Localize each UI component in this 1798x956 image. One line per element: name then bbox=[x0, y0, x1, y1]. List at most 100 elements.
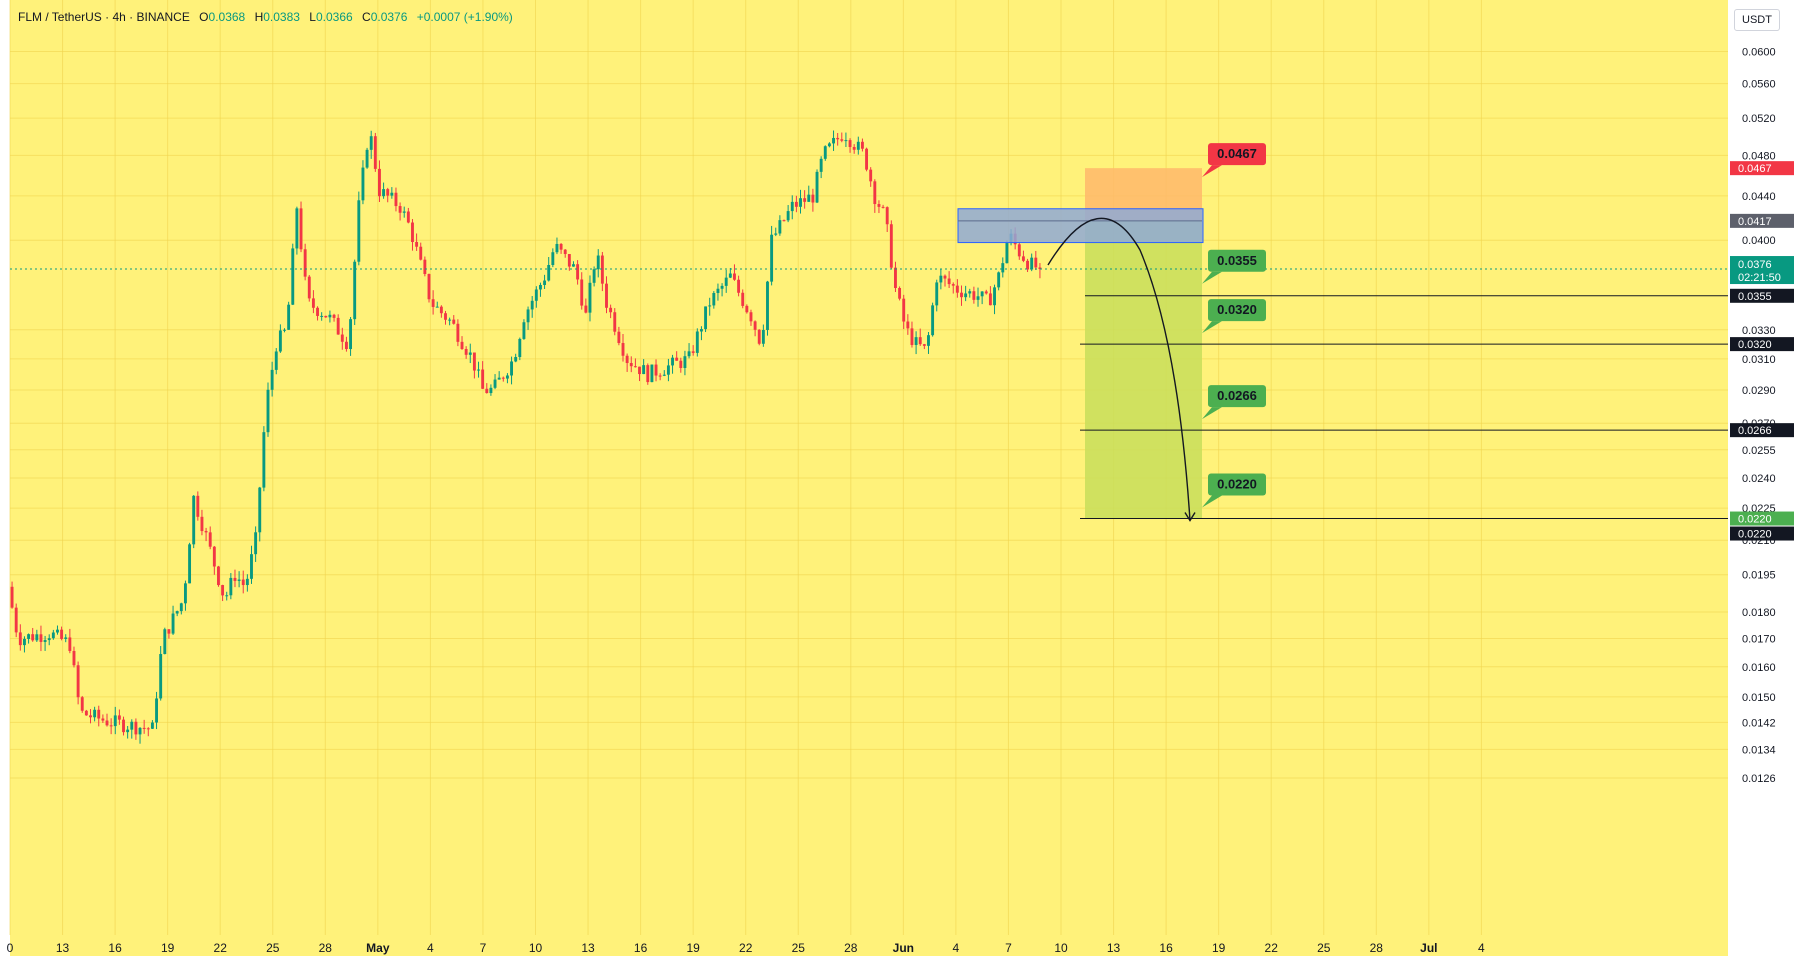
candle-body bbox=[122, 719, 125, 733]
callout-pointer bbox=[1202, 165, 1222, 178]
candle-body bbox=[349, 319, 353, 350]
callout-text: 0.0220 bbox=[1217, 477, 1257, 492]
candle-body bbox=[716, 288, 720, 294]
candle-body bbox=[609, 307, 613, 313]
time-tick-label: 13 bbox=[1107, 941, 1121, 955]
candle-body bbox=[254, 532, 258, 555]
candle-body bbox=[836, 137, 840, 140]
callout-box bbox=[1208, 143, 1266, 166]
candle-body bbox=[699, 329, 703, 332]
price-tick-label: 0.0134 bbox=[1742, 744, 1776, 756]
candle-body bbox=[844, 140, 848, 142]
target-price-label: 0.0266 bbox=[1730, 423, 1794, 438]
time-tick-label: 28 bbox=[319, 941, 333, 955]
candle-body bbox=[894, 267, 897, 288]
drawing-overlays: 0.0467 0.0355 0.0320 0.0266 0.0220 bbox=[10, 143, 1728, 522]
candle-body bbox=[947, 278, 951, 285]
candle-body bbox=[105, 720, 109, 726]
candle-body bbox=[150, 722, 154, 729]
candle-body bbox=[642, 365, 646, 375]
candle-body bbox=[683, 356, 687, 368]
candle-body bbox=[237, 579, 241, 581]
price-tick-label: 0.0240 bbox=[1742, 473, 1776, 485]
time-tick-label: 16 bbox=[108, 941, 122, 955]
candle-body bbox=[675, 357, 679, 361]
candle-body bbox=[741, 292, 745, 306]
stop-price-label: 0.0467 bbox=[1730, 161, 1794, 176]
candle-body bbox=[534, 289, 538, 301]
time-tick-label: 28 bbox=[1370, 941, 1384, 955]
price-tick-label: 0.0440 bbox=[1742, 191, 1776, 203]
candle-body bbox=[142, 727, 146, 729]
time-tick-label: 4 bbox=[427, 941, 434, 955]
callout-text: 0.0467 bbox=[1217, 146, 1257, 161]
candle-body bbox=[64, 637, 68, 639]
candle-body bbox=[225, 595, 229, 597]
candle-body bbox=[745, 305, 749, 313]
time-tick-label: Jun bbox=[893, 941, 914, 955]
price-axis[interactable]: 0.0600 0.0560 0.0520 0.0480 0.0440 0.0400 0.03… bbox=[1730, 46, 1794, 785]
candle-body bbox=[196, 495, 200, 517]
candle-body bbox=[778, 220, 782, 234]
currency-unit-button[interactable]: USDT bbox=[1734, 9, 1780, 31]
candle-body bbox=[687, 351, 691, 357]
target-price-label: 0.0355 bbox=[1730, 288, 1794, 303]
candle-body bbox=[373, 136, 377, 169]
time-axis[interactable]: 0 13 16 19 22 25 28 May 4 7 10 13 16 19 22 25 28 Jun 4 7 10 1… bbox=[7, 941, 1485, 955]
candle-body bbox=[221, 585, 225, 596]
candle-body bbox=[567, 254, 571, 267]
time-tick-label: 7 bbox=[1005, 941, 1012, 955]
open-label: O bbox=[199, 10, 209, 24]
candle-body bbox=[906, 321, 910, 329]
candle-body bbox=[753, 321, 757, 330]
candle-body bbox=[679, 360, 683, 368]
axis-label-text: 0.0266 bbox=[1738, 425, 1772, 437]
time-tick-label: 28 bbox=[844, 941, 858, 955]
candle-body bbox=[406, 211, 410, 223]
candle-body bbox=[819, 158, 823, 172]
candle-body bbox=[217, 566, 220, 586]
candle-body bbox=[1005, 243, 1009, 264]
candle-body bbox=[737, 279, 741, 293]
candle-body bbox=[159, 654, 163, 699]
candle-body bbox=[324, 315, 328, 318]
axis-label-text: 0.0417 bbox=[1738, 216, 1772, 228]
close-label: C bbox=[362, 10, 371, 24]
candle-body bbox=[749, 312, 753, 322]
candle-body bbox=[175, 611, 179, 614]
symbol-title: FLM / TetherUS · 4h · BINANCE bbox=[18, 10, 190, 24]
target-price-label: 0.0320 bbox=[1730, 337, 1794, 352]
candle-body bbox=[365, 149, 369, 168]
candle-body bbox=[394, 192, 398, 207]
candle-body bbox=[980, 291, 984, 297]
projection-arrow bbox=[1047, 217, 1191, 521]
candle-body bbox=[625, 355, 629, 364]
candle-body bbox=[299, 208, 303, 250]
candle-body bbox=[774, 233, 778, 235]
candle-body bbox=[353, 261, 357, 320]
candle-body bbox=[877, 204, 881, 207]
candle-body bbox=[621, 343, 625, 356]
candle-body bbox=[183, 583, 187, 604]
candle-body bbox=[671, 357, 674, 366]
candle-body bbox=[860, 141, 864, 149]
candle-body bbox=[452, 319, 456, 324]
candle-body bbox=[35, 634, 39, 641]
price-tick-label: 0.0170 bbox=[1742, 634, 1776, 646]
candle-body bbox=[423, 259, 427, 275]
candle-body bbox=[415, 241, 419, 247]
time-tick-label: 25 bbox=[266, 941, 280, 955]
candle-body bbox=[18, 632, 22, 646]
candle-body bbox=[208, 532, 212, 547]
candle-body bbox=[477, 369, 480, 371]
candle-body bbox=[378, 168, 381, 197]
candle-body bbox=[431, 299, 435, 307]
candle-body bbox=[840, 139, 844, 141]
candle-body bbox=[914, 337, 918, 345]
target-callout: 0.0220 bbox=[1202, 473, 1266, 508]
candle-body bbox=[972, 291, 976, 300]
candle-body bbox=[1001, 263, 1005, 273]
candle-body bbox=[283, 329, 286, 331]
